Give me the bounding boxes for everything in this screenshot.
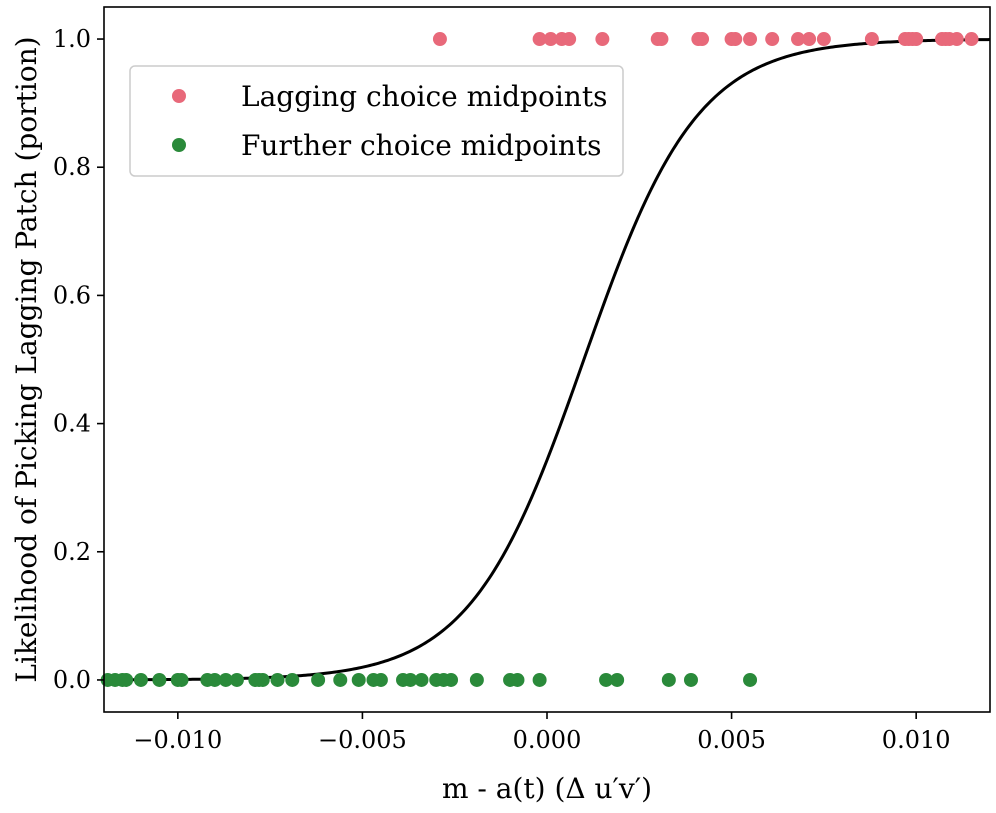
- further-point: [661, 672, 676, 687]
- further-point: [373, 672, 388, 687]
- lagging-point: [543, 32, 558, 47]
- lagging-point: [816, 32, 831, 47]
- legend-box: [129, 65, 624, 177]
- legend-marker-further: [172, 138, 186, 152]
- y-tick-label: 1.0: [53, 25, 91, 53]
- lagging-point: [728, 32, 743, 47]
- further-point: [174, 672, 189, 687]
- y-axis-label: Likelihood of Picking Lagging Patch (por…: [10, 36, 43, 682]
- y-tick-label: 0.6: [53, 281, 91, 309]
- legend-label-lagging: Lagging choice midpoints: [241, 80, 607, 113]
- further-point: [333, 672, 348, 687]
- further-point: [207, 672, 222, 687]
- further-point: [351, 672, 366, 687]
- further-point: [414, 672, 429, 687]
- y-tick-label: 0.4: [53, 410, 91, 438]
- further-point: [152, 672, 167, 687]
- lagging-point: [743, 32, 758, 47]
- lagging-point: [595, 32, 610, 47]
- further-point: [743, 672, 758, 687]
- y-axis: 0.0 0.2 0.4 0.6 0.8 1.0: [53, 25, 104, 694]
- further-point: [510, 672, 525, 687]
- further-point: [610, 672, 625, 687]
- lagging-point: [802, 32, 817, 47]
- x-tick-label: −0.010: [133, 726, 222, 754]
- legend-marker-lagging: [172, 89, 186, 103]
- further-point: [469, 672, 484, 687]
- further-point: [255, 672, 270, 687]
- further-point: [599, 672, 614, 687]
- x-axis: −0.010 −0.005 0.000 0.005 0.010: [133, 712, 951, 754]
- lagging-point: [695, 32, 710, 47]
- lagging-point: [949, 32, 964, 47]
- further-point: [229, 672, 244, 687]
- lagging-point: [909, 32, 924, 47]
- further-point: [285, 672, 300, 687]
- points-layer: [100, 32, 979, 687]
- further-point: [683, 672, 698, 687]
- further-point: [444, 672, 459, 687]
- lagging-point: [562, 32, 577, 47]
- lagging-point: [432, 32, 447, 47]
- further-point: [133, 672, 148, 687]
- lagging-point: [654, 32, 669, 47]
- lagging-point: [864, 32, 879, 47]
- y-tick-label: 0.0: [53, 666, 91, 694]
- further-point: [270, 672, 285, 687]
- y-tick-label: 0.8: [53, 153, 91, 181]
- lagging-point: [791, 32, 806, 47]
- x-tick-label: 0.000: [513, 726, 582, 754]
- further-point: [311, 672, 326, 687]
- legend-label-further: Further choice midpoints: [241, 129, 602, 162]
- legend: Lagging choice midpoints Further choice …: [129, 65, 624, 177]
- y-tick-label: 0.2: [53, 538, 91, 566]
- x-axis-label: m - a(t) (Δ u′v′): [442, 772, 652, 805]
- x-tick-label: 0.005: [697, 726, 766, 754]
- x-tick-label: −0.005: [318, 726, 407, 754]
- lagging-point: [964, 32, 979, 47]
- further-point: [119, 672, 134, 687]
- lagging-point: [765, 32, 780, 47]
- further-point: [403, 672, 418, 687]
- further-point: [532, 672, 547, 687]
- further-point: [218, 672, 233, 687]
- lagging-point: [532, 32, 547, 47]
- x-tick-label: 0.010: [882, 726, 951, 754]
